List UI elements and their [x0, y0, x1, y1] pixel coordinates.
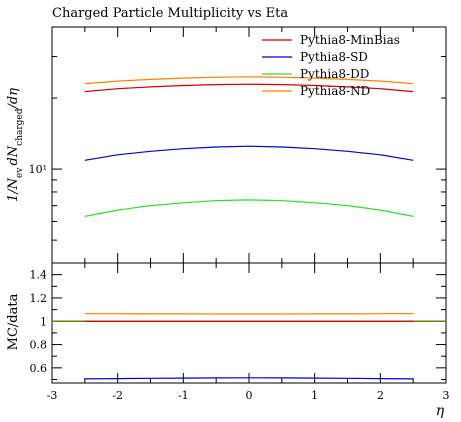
ratio-y-tick-label: 1.2 — [30, 292, 48, 305]
main-series — [84, 76, 414, 217]
x-axis-label: η — [436, 403, 445, 419]
x-tick-label: 1 — [311, 389, 318, 402]
series-line-pythia8-nd — [84, 76, 414, 85]
x-tick-label: -1 — [178, 389, 189, 402]
x-tick-label: 2 — [377, 389, 384, 402]
legend-label: Pythia8-DD — [300, 67, 369, 81]
ratio-y-tick-label: 0.8 — [30, 339, 48, 352]
ratio-series — [52, 313, 446, 380]
ratio-y-tick-label: 1 — [40, 315, 47, 328]
legend-label: Pythia8-MinBias — [300, 33, 400, 47]
legend-label: Pythia8-ND — [300, 84, 370, 98]
main-y-tick-label: 10¹ — [29, 163, 47, 176]
main-ticks: 10¹ — [29, 26, 447, 263]
x-tick-label: 3 — [443, 389, 450, 402]
ratio-plot-frame — [51, 262, 447, 384]
ratio-line-pythia8-sd — [84, 377, 414, 380]
legend-label: Pythia8-SD — [300, 50, 368, 64]
series-line-pythia8-sd — [84, 145, 414, 161]
series-line-pythia8-dd — [84, 199, 414, 217]
main-ylabel: 1/NevdNcharged/dη — [6, 88, 25, 202]
series-line-pythia8-minbias — [84, 83, 414, 93]
ratio-ylabel: MC/data — [6, 293, 21, 350]
svg-text:1/NevdNcharged/dη: 1/NevdNcharged/dη — [6, 88, 25, 202]
ratio-y-tick-label: 1.4 — [30, 269, 48, 282]
chart-title: Charged Particle Multiplicity vs Eta — [52, 6, 288, 21]
main-plot-frame — [51, 26, 447, 264]
x-tick-label: -3 — [47, 389, 58, 402]
ratio-ticks: 0.6 0.8 1 1.2 1.4 -3 -2 -1 0 1 2 3 — [30, 263, 450, 402]
x-tick-label: 0 — [246, 389, 253, 402]
legend: Pythia8-MinBias Pythia8-SD Pythia8-DD Pythi… — [262, 33, 400, 98]
ratio-y-tick-label: 0.6 — [30, 362, 48, 375]
x-tick-label: -2 — [112, 389, 123, 402]
